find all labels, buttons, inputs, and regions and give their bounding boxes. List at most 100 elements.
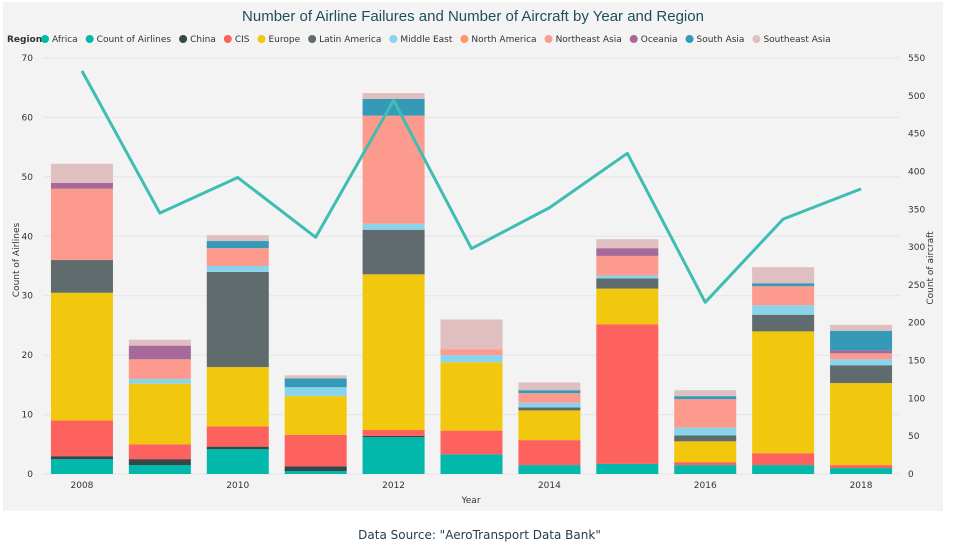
line-point[interactable] <box>470 247 474 251</box>
bar-segment-cis[interactable] <box>50 420 113 457</box>
bar-segment-southeast-asia[interactable] <box>206 235 269 242</box>
legend-item-south-asia[interactable]: South Asia <box>685 35 745 45</box>
bar-segment-southeast-asia[interactable] <box>830 324 893 331</box>
bar-segment-china[interactable] <box>284 466 347 472</box>
bar-segment-middle-east[interactable] <box>206 266 269 272</box>
bar-segment-southeast-asia[interactable] <box>596 239 659 249</box>
line-point[interactable] <box>703 300 707 304</box>
bar-segment-southeast-asia[interactable] <box>752 267 815 284</box>
bar-segment-oceania[interactable] <box>830 350 893 354</box>
bar-segment-africa[interactable] <box>440 454 503 474</box>
bar-segment-china[interactable] <box>128 459 191 466</box>
bar-segment-cis[interactable] <box>440 430 503 455</box>
bar-segment-south-asia[interactable] <box>362 99 425 116</box>
bar-segment-southeast-asia[interactable] <box>128 339 191 346</box>
bar-segment-europe[interactable] <box>596 288 659 325</box>
bar-segment-middle-east[interactable] <box>518 402 581 408</box>
bar-segment-middle-east[interactable] <box>128 378 191 384</box>
bar-segment-latin-america[interactable] <box>518 407 581 411</box>
line-point[interactable] <box>547 206 551 210</box>
bar-segment-cis[interactable] <box>596 324 659 464</box>
bar-segment-northeast-asia[interactable] <box>752 286 815 306</box>
bar-segment-china[interactable] <box>206 446 269 450</box>
bar-segment-europe[interactable] <box>674 441 737 463</box>
bar-segment-southeast-asia[interactable] <box>440 319 503 350</box>
bar-segment-oceania[interactable] <box>50 182 113 189</box>
bar-segment-middle-east[interactable] <box>830 359 893 366</box>
bar-segment-cis[interactable] <box>284 434 347 467</box>
bar-segment-south-asia[interactable] <box>206 241 269 249</box>
bar-stack-2012[interactable] <box>362 93 425 474</box>
bar-segment-middle-east[interactable] <box>674 427 737 436</box>
bar-segment-southeast-asia[interactable] <box>362 93 425 100</box>
bar-segment-northeast-asia[interactable] <box>674 399 737 428</box>
bar-segment-africa[interactable] <box>206 449 269 474</box>
bar-segment-northeast-asia[interactable] <box>596 255 659 276</box>
line-point[interactable] <box>236 176 240 180</box>
line-count-of-airlines[interactable] <box>80 70 862 304</box>
bar-segment-south-asia[interactable] <box>830 330 893 351</box>
line-point[interactable] <box>859 187 863 191</box>
bar-segment-cis[interactable] <box>830 465 893 469</box>
bar-segment-europe[interactable] <box>128 383 191 445</box>
bar-segment-cis[interactable] <box>362 430 425 436</box>
bar-segment-northeast-asia[interactable] <box>440 349 503 356</box>
bar-stack-2018[interactable] <box>830 324 893 474</box>
bar-segment-middle-east[interactable] <box>440 355 503 363</box>
bar-segment-cis[interactable] <box>206 426 269 447</box>
bar-segment-latin-america[interactable] <box>752 314 815 332</box>
legend-item-oceania[interactable]: Oceania <box>629 35 678 45</box>
line-point[interactable] <box>158 211 162 215</box>
bar-segment-china[interactable] <box>362 435 425 438</box>
bar-segment-northeast-asia[interactable] <box>518 393 581 403</box>
bar-segment-northeast-asia[interactable] <box>362 115 425 224</box>
bar-segment-middle-east[interactable] <box>362 223 425 230</box>
legend-item-count-of-airlines[interactable]: Count of Airlines <box>85 35 172 45</box>
bar-segment-europe[interactable] <box>362 274 425 431</box>
bar-segment-cis[interactable] <box>128 444 191 460</box>
bar-stack-2013[interactable] <box>440 319 503 474</box>
bar-segment-africa[interactable] <box>50 459 113 474</box>
bar-segment-latin-america[interactable] <box>596 278 659 289</box>
line-point[interactable] <box>781 217 785 221</box>
bar-segment-northeast-asia[interactable] <box>128 359 191 379</box>
bar-segment-africa[interactable] <box>752 465 815 474</box>
bar-stack-2015[interactable] <box>596 239 659 474</box>
bar-segment-northeast-asia[interactable] <box>206 248 269 266</box>
bar-segment-middle-east[interactable] <box>284 387 347 397</box>
bar-segment-northeast-asia[interactable] <box>50 188 113 261</box>
bar-stack-2014[interactable] <box>518 382 581 474</box>
bar-segment-europe[interactable] <box>284 396 347 435</box>
bar-segment-latin-america[interactable] <box>362 229 425 275</box>
legend-item-china[interactable]: China <box>179 35 216 45</box>
line-point[interactable] <box>392 98 396 102</box>
line-point[interactable] <box>625 151 629 155</box>
bar-segment-south-asia[interactable] <box>674 396 737 400</box>
bar-segment-cis[interactable] <box>518 440 581 466</box>
bar-stack-2016[interactable] <box>674 390 737 474</box>
bar-stack-2009[interactable] <box>128 339 191 474</box>
bar-segment-africa[interactable] <box>518 465 581 474</box>
bar-segment-latin-america[interactable] <box>50 260 113 293</box>
bar-segment-europe[interactable] <box>830 383 893 466</box>
bar-segment-middle-east[interactable] <box>752 305 815 315</box>
legend-item-latin-america[interactable]: Latin America <box>308 35 381 45</box>
bar-stack-2017[interactable] <box>752 267 815 474</box>
bar-segment-africa[interactable] <box>128 465 191 474</box>
bar-segment-africa[interactable] <box>362 437 425 474</box>
bar-segment-europe[interactable] <box>518 410 581 441</box>
bar-segment-south-asia[interactable] <box>752 283 815 287</box>
bar-segment-cis[interactable] <box>752 453 815 466</box>
line-point[interactable] <box>80 69 84 73</box>
bar-segment-latin-america[interactable] <box>830 365 893 384</box>
bar-stack-2008[interactable] <box>50 163 113 474</box>
legend-item-southeast-asia[interactable]: Southeast Asia <box>752 35 831 45</box>
bar-segment-middle-east[interactable] <box>596 275 659 279</box>
bar-segment-latin-america[interactable] <box>674 435 737 442</box>
bar-segment-south-asia[interactable] <box>518 390 581 394</box>
bar-segment-europe[interactable] <box>440 362 503 431</box>
bar-segment-southeast-asia[interactable] <box>284 375 347 379</box>
bar-segment-china[interactable] <box>50 456 113 460</box>
bar-segment-africa[interactable] <box>284 471 347 474</box>
bar-segment-oceania[interactable] <box>596 248 659 256</box>
